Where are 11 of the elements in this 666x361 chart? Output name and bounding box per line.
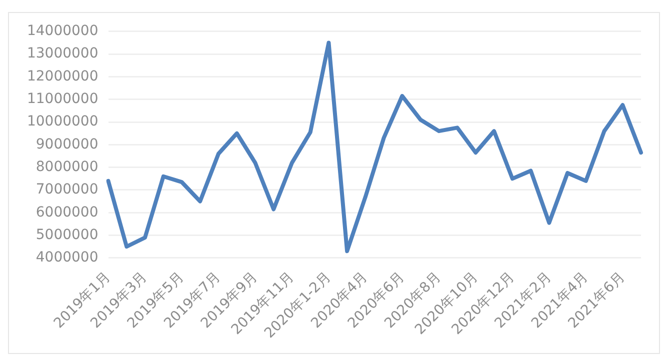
y-tick-label: 6000000 <box>36 204 98 220</box>
y-tick-label: 13000000 <box>26 46 98 62</box>
y-tick-label: 4000000 <box>36 250 98 266</box>
y-tick-label: 11000000 <box>26 91 98 108</box>
y-tick-label: 10000000 <box>26 114 98 130</box>
y-tick-label: 9000000 <box>36 136 98 152</box>
y-tick-label: 12000000 <box>26 68 98 84</box>
y-tick-label: 5000000 <box>36 226 98 243</box>
y-tick-label: 7000000 <box>36 182 98 198</box>
y-tick-label: 8000000 <box>36 158 98 175</box>
y-tick-label: 14000000 <box>26 23 98 40</box>
